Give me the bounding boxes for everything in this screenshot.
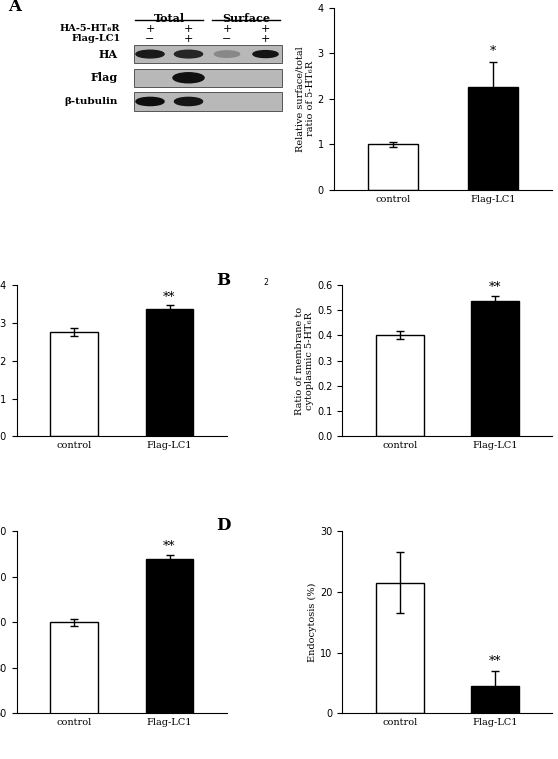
Text: +: + [222,24,232,33]
Text: **: ** [489,655,502,668]
Bar [134,93,282,111]
Text: +: + [261,33,270,43]
Text: +: + [184,33,193,43]
Text: *: * [489,45,496,58]
Bar [134,45,282,63]
Ellipse shape [175,97,203,106]
Bar [50,332,98,436]
Ellipse shape [136,50,164,58]
Text: Flag: Flag [90,72,117,83]
Bar [368,144,418,190]
Y-axis label: Ratio of membrane to
cytoplasmic 5-HT₆R: Ratio of membrane to cytoplasmic 5-HT₆R [295,307,315,414]
Text: $_2$: $_2$ [262,276,269,288]
Ellipse shape [175,50,203,58]
Y-axis label: Relative surface/total
ratio of 5-HT₆R: Relative surface/total ratio of 5-HT₆R [295,46,315,152]
Text: A: A [8,0,21,15]
Text: Total: Total [153,13,185,24]
Bar [50,622,98,759]
Text: −: − [222,33,232,43]
Text: Flag-LC1: Flag-LC1 [71,34,121,43]
Text: **: ** [163,540,176,553]
Text: D: D [217,517,231,534]
Text: **: ** [489,282,502,294]
Bar [134,68,282,87]
Bar [472,686,519,713]
Text: Surface: Surface [222,13,270,24]
Text: +: + [145,24,155,33]
Ellipse shape [214,51,239,57]
Bar [146,309,194,436]
Ellipse shape [136,97,164,106]
Bar [472,301,519,436]
Text: B: B [217,272,230,289]
Text: **: ** [163,291,176,304]
Ellipse shape [173,73,204,83]
Bar [468,87,518,190]
Text: +: + [261,24,270,33]
Text: HA: HA [98,49,117,59]
Text: −: − [145,33,155,43]
Bar [146,559,194,759]
Bar [376,583,424,713]
Ellipse shape [253,51,278,58]
Text: HA-5-HT₆R: HA-5-HT₆R [60,24,121,33]
Bar [376,335,424,436]
Text: β-tubulin: β-tubulin [64,97,117,106]
Text: +: + [184,24,193,33]
Y-axis label: Endocytosis (%): Endocytosis (%) [309,583,318,662]
